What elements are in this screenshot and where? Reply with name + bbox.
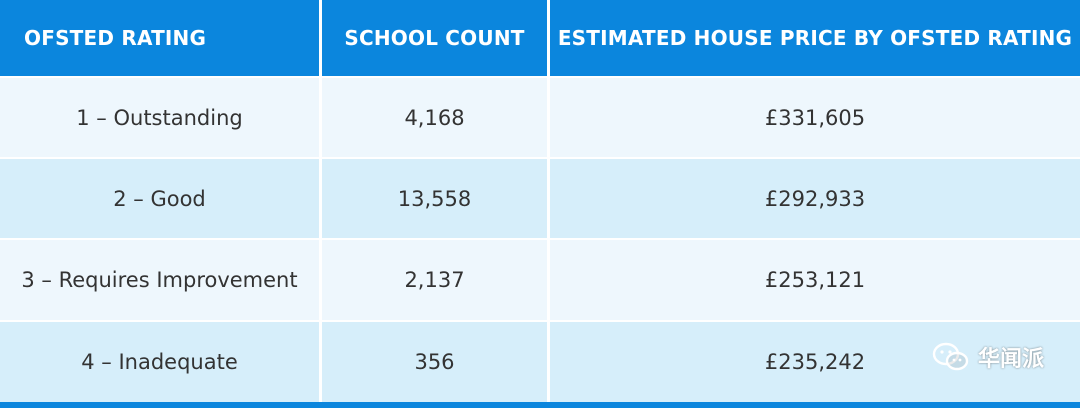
rating-cell: 1 – Outstanding [0,78,319,157]
house-price-cell: £292,933 [550,159,1080,238]
school-count-cell: 2,137 [322,240,547,320]
table-row: 1 – Outstanding 4,168 £331,605 [0,78,1080,157]
house-price-cell: £235,242 [550,322,1080,402]
school-count-cell: 356 [322,322,547,402]
table-header-row: OFSTED RATING SCHOOL COUNT ESTIMATED HOU… [0,0,1080,76]
house-price-cell: £331,605 [550,78,1080,157]
watermark: 华闻派 [932,341,1044,373]
school-count-cell: 13,558 [322,159,547,238]
table-row: 2 – Good 13,558 £292,933 [0,159,1080,238]
wechat-icon [932,342,969,371]
table-row: 3 – Requires Improvement 2,137 £253,121 [0,240,1080,320]
table-bottom-border [0,402,1080,408]
school-count-cell: 4,168 [322,78,547,157]
rating-cell: 4 – Inadequate [0,322,319,402]
rating-cell: 2 – Good [0,159,319,238]
header-school-count: SCHOOL COUNT [322,0,547,76]
house-price-cell: £253,121 [550,240,1080,320]
header-ofsted-rating: OFSTED RATING [0,0,319,76]
header-house-price: ESTIMATED HOUSE PRICE BY OFSTED RATING [550,0,1080,76]
table-row: 4 – Inadequate 356 £235,242 [0,322,1080,402]
watermark-text: 华闻派 [977,347,1044,372]
rating-cell: 3 – Requires Improvement [0,240,319,320]
